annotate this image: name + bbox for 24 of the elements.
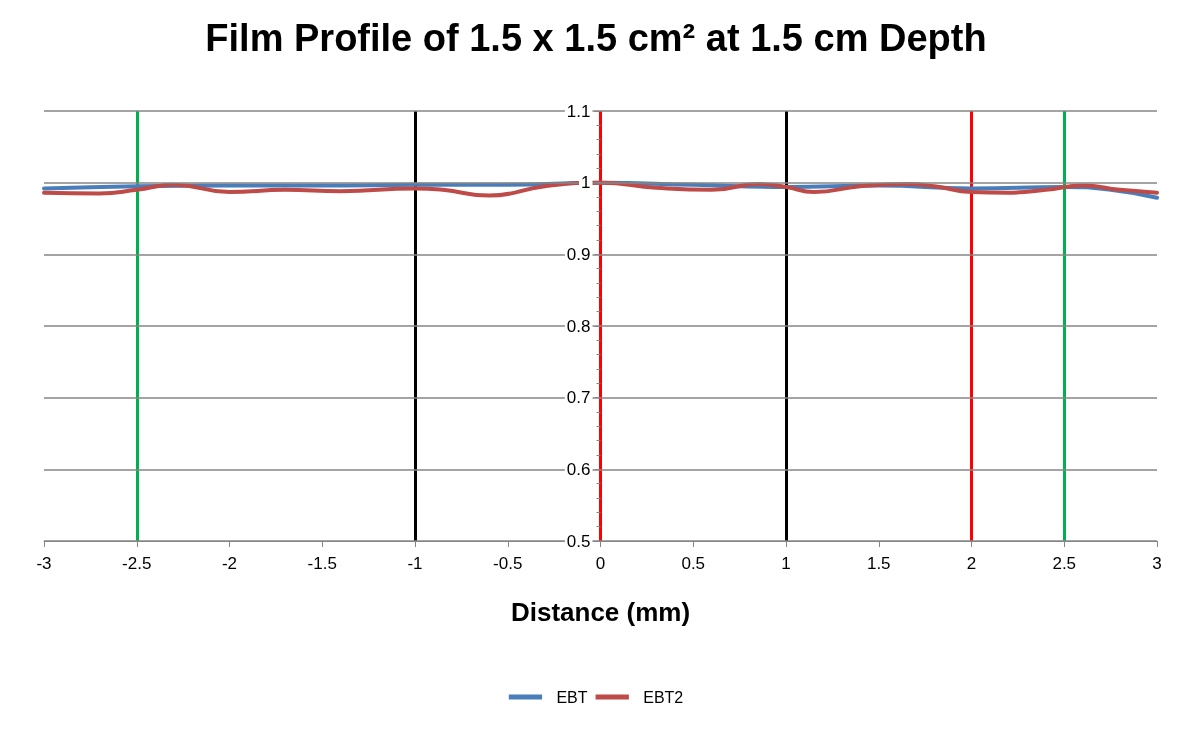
- y-tick-label: 0.8: [566, 316, 591, 336]
- x-tick-label: -1: [407, 554, 423, 573]
- y-tick-label: 0.7: [566, 388, 591, 408]
- x-tick-label: 2: [966, 554, 977, 573]
- y-tick-label: 0.9: [566, 244, 591, 264]
- chart-title: Film Profile of 1.5 x 1.5 cm² at 1.5 cm Depth: [205, 17, 987, 59]
- legend-label: EBT2: [643, 688, 684, 706]
- x-axis-title: Distance (mm): [510, 597, 691, 627]
- y-tick-label: 1.1: [566, 101, 591, 121]
- x-tick-label: 1.5: [866, 554, 891, 573]
- x-tick-label: -1.5: [307, 554, 337, 573]
- x-tick-label: -3: [36, 554, 52, 573]
- x-tick-label: -0.5: [493, 554, 523, 573]
- x-tick-label: 2.5: [1052, 554, 1077, 573]
- x-tick-label: -2.5: [122, 554, 152, 573]
- y-tick-label: 0.5: [566, 531, 591, 551]
- y-tick-label: 0.6: [566, 459, 591, 479]
- x-tick-label: 0.5: [681, 554, 706, 573]
- legend-label: EBT: [556, 688, 588, 706]
- y-tick-label: 1: [581, 173, 591, 193]
- x-tick-label: 0: [595, 554, 606, 573]
- x-tick-label: -2: [221, 554, 238, 573]
- x-tick-label: 1: [781, 554, 791, 573]
- x-tick-label: 3: [1152, 554, 1162, 573]
